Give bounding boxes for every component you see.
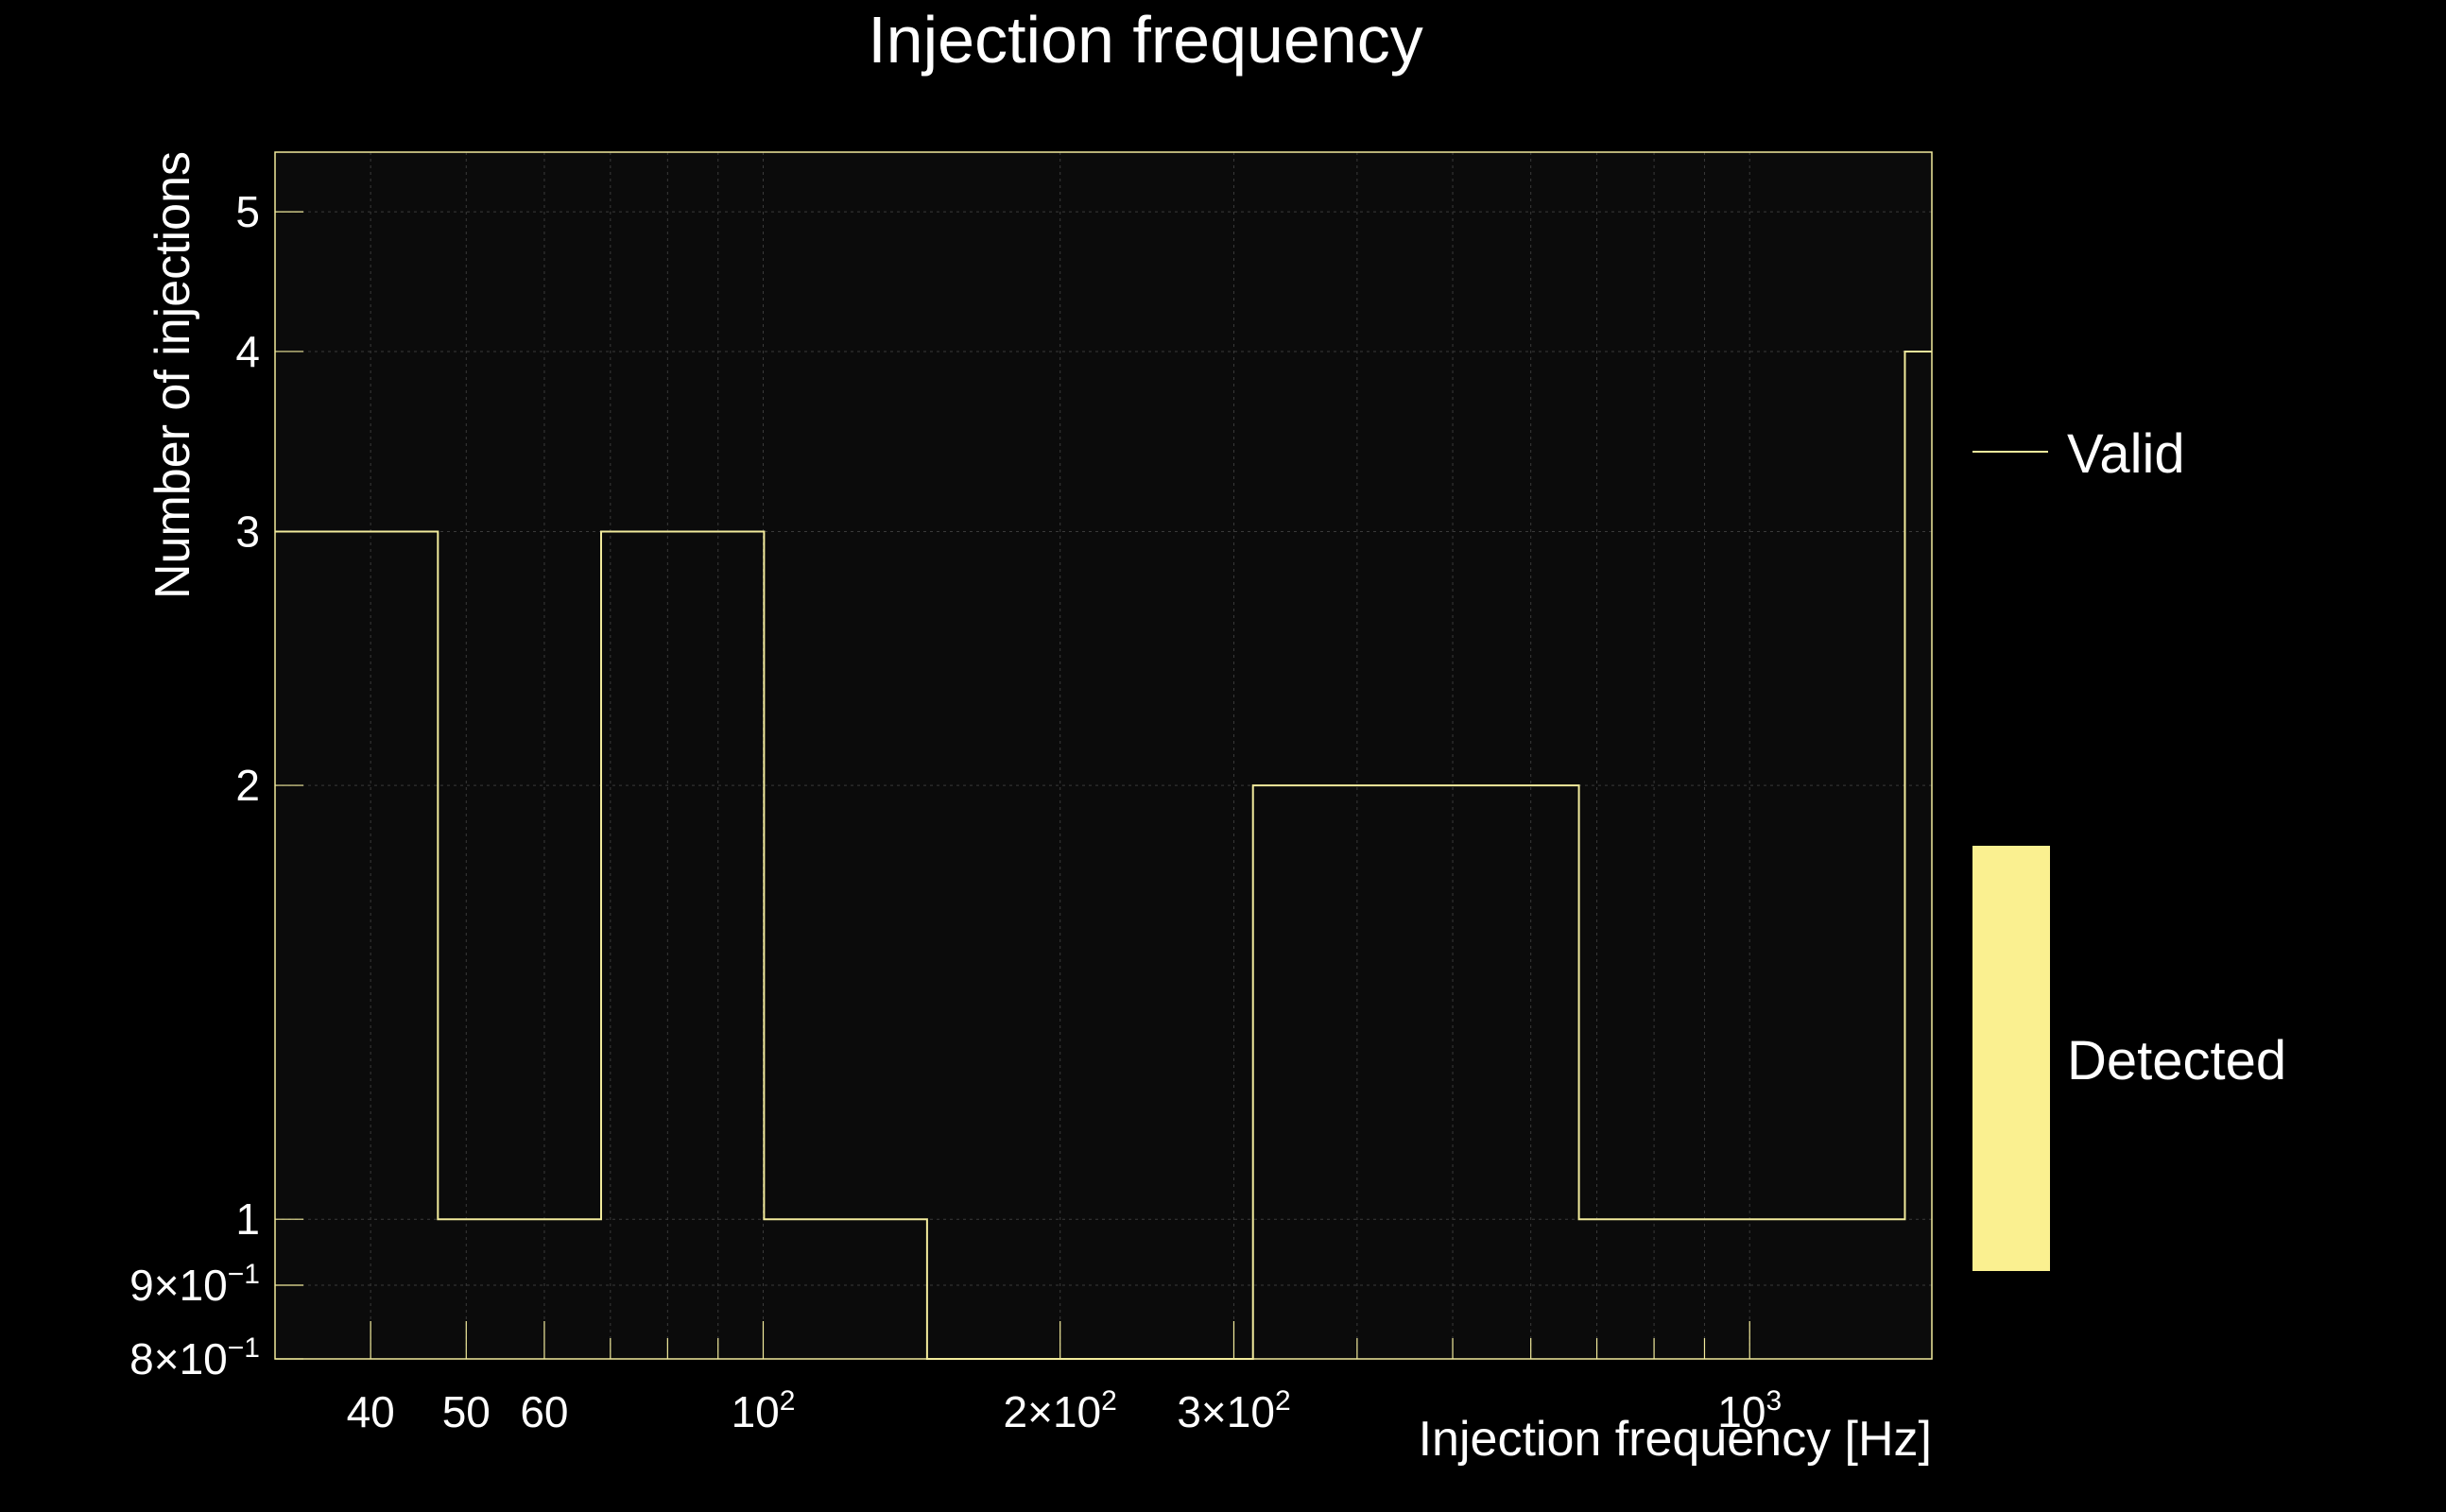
y-axis-title: Number of injections	[146, 151, 200, 599]
y-tick-label: 2	[235, 761, 260, 810]
x-tick-label: 50	[442, 1387, 491, 1436]
y-tick-label: 1	[235, 1194, 260, 1244]
y-tick-label: 4	[235, 327, 260, 376]
legend-detected-label: Detected	[2067, 1030, 2286, 1091]
legend-detected-swatch	[1972, 846, 2050, 1271]
y-tick-label: 3	[235, 507, 260, 556]
x-tick-label: 2×102	[1004, 1385, 1117, 1436]
plot-frame	[274, 151, 1933, 1360]
axis-ticks	[275, 211, 1750, 1360]
grid-lines	[275, 152, 1932, 1360]
x-tick-label: 102	[732, 1385, 796, 1436]
y-tick-label: 8×10−1	[129, 1332, 260, 1383]
y-tick-label: 9×10−1	[129, 1259, 260, 1310]
x-tick-label: 60	[520, 1387, 568, 1436]
x-tick-label: 40	[347, 1387, 395, 1436]
plot-area	[275, 152, 1932, 1359]
chart-title: Injection frequency	[868, 3, 1423, 77]
legend: Valid Detected	[1972, 423, 2286, 1271]
x-axis-title: Injection frequency [Hz]	[1419, 1412, 1932, 1467]
legend-valid-label: Valid	[2067, 423, 2185, 485]
x-tick-label: 3×102	[1177, 1385, 1290, 1436]
y-tick-label: 5	[235, 187, 260, 236]
